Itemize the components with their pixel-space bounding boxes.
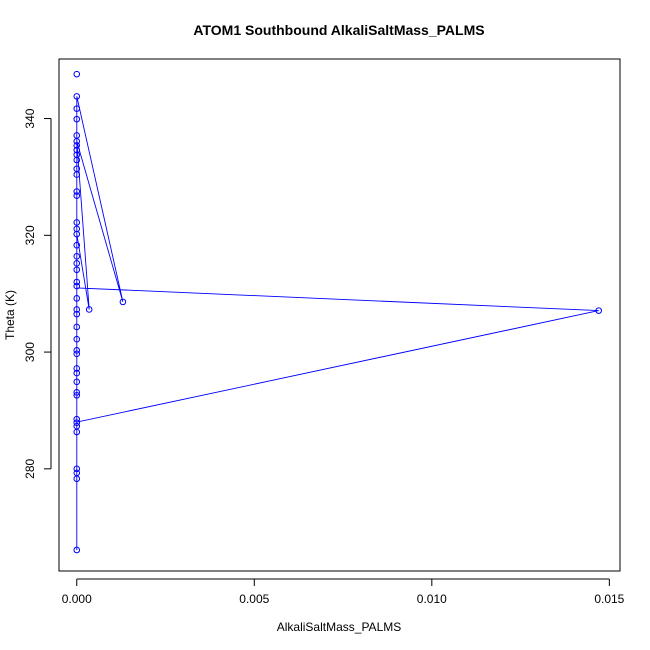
y-tick-label: 320 bbox=[23, 225, 37, 245]
data-point bbox=[73, 225, 81, 233]
y-tick-label: 340 bbox=[23, 108, 37, 128]
data-point bbox=[73, 295, 81, 302]
data-point bbox=[73, 115, 81, 123]
x-axis: 0.000 0.005 0.010 0.015 bbox=[62, 578, 625, 606]
data-point bbox=[73, 266, 81, 274]
data-point bbox=[73, 365, 81, 372]
data-point bbox=[73, 105, 81, 112]
data-point bbox=[73, 369, 81, 377]
data-point bbox=[85, 306, 93, 313]
x-tick-label: 0.005 bbox=[239, 592, 269, 606]
data-point bbox=[73, 132, 81, 139]
data-point bbox=[73, 146, 81, 154]
data-point bbox=[73, 253, 81, 260]
data-point bbox=[73, 415, 81, 423]
data-point bbox=[73, 188, 81, 195]
data-point bbox=[73, 465, 81, 473]
data-point bbox=[73, 70, 81, 78]
data-point bbox=[595, 307, 602, 314]
data-point bbox=[73, 323, 81, 331]
data-point bbox=[119, 298, 127, 306]
series-path bbox=[76, 96, 599, 550]
y-axis-label: Theta (K) bbox=[3, 290, 17, 340]
series-line bbox=[76, 96, 599, 550]
data-point bbox=[73, 151, 81, 159]
x-tick-label: 0.015 bbox=[594, 592, 624, 606]
data-point bbox=[73, 310, 81, 318]
data-point bbox=[73, 278, 81, 286]
data-point bbox=[73, 389, 81, 396]
x-tick-label: 0.000 bbox=[62, 592, 92, 606]
data-point bbox=[73, 350, 81, 358]
y-axis: 280 300 320 340 bbox=[23, 108, 52, 479]
y-tick-label: 280 bbox=[23, 459, 37, 479]
chart-title: ATOM1 Southbound AlkaliSaltMass_PALMS bbox=[193, 22, 484, 38]
series-points bbox=[73, 70, 602, 554]
data-point bbox=[73, 546, 81, 554]
y-tick-label: 300 bbox=[23, 342, 37, 362]
data-point bbox=[73, 422, 81, 430]
data-point bbox=[73, 419, 81, 427]
data-point bbox=[73, 347, 81, 354]
data-point bbox=[73, 93, 81, 100]
plot-frame bbox=[58, 58, 621, 572]
data-point bbox=[73, 219, 81, 226]
data-point bbox=[73, 306, 81, 313]
data-point bbox=[73, 282, 81, 290]
data-point bbox=[73, 142, 81, 149]
data-point bbox=[73, 192, 81, 199]
x-axis-label: AlkaliSaltMass_PALMS bbox=[277, 620, 402, 634]
x-tick-label: 0.010 bbox=[417, 592, 447, 606]
data-point bbox=[73, 165, 81, 173]
data-point bbox=[73, 469, 81, 477]
data-point bbox=[73, 241, 81, 249]
data-point bbox=[73, 260, 81, 267]
data-point bbox=[73, 335, 81, 343]
data-point bbox=[73, 391, 81, 399]
data-point bbox=[73, 378, 81, 386]
